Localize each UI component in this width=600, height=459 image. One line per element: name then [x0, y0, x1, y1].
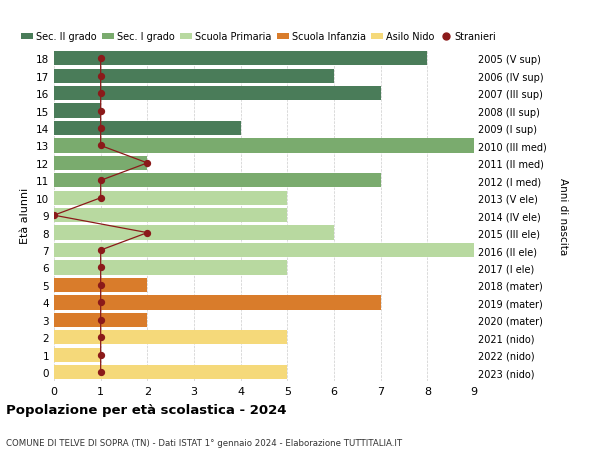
Point	[96, 195, 106, 202]
Point	[96, 282, 106, 289]
Bar	[54, 208, 287, 223]
Text: Popolazione per età scolastica - 2024: Popolazione per età scolastica - 2024	[6, 403, 287, 416]
Point	[96, 142, 106, 150]
Point	[143, 230, 152, 237]
Bar	[54, 157, 148, 171]
Bar	[54, 226, 334, 240]
Bar	[54, 313, 148, 327]
Point	[96, 125, 106, 133]
Point	[96, 73, 106, 80]
Bar	[54, 278, 148, 292]
Bar	[54, 69, 334, 84]
Y-axis label: Anni di nascita: Anni di nascita	[558, 177, 568, 254]
Bar	[54, 261, 287, 275]
Point	[96, 56, 106, 63]
Point	[96, 247, 106, 254]
Point	[96, 351, 106, 358]
Point	[96, 316, 106, 324]
Bar	[54, 139, 521, 153]
Point	[96, 90, 106, 98]
Point	[49, 212, 59, 219]
Y-axis label: Età alunni: Età alunni	[20, 188, 31, 244]
Bar	[54, 191, 287, 206]
Bar	[54, 296, 380, 310]
Point	[96, 369, 106, 376]
Bar	[54, 122, 241, 136]
Point	[143, 160, 152, 167]
Bar	[54, 174, 380, 188]
Point	[96, 108, 106, 115]
Bar	[54, 52, 427, 66]
Bar	[54, 104, 101, 118]
Bar	[54, 348, 101, 362]
Legend: Sec. II grado, Sec. I grado, Scuola Primaria, Scuola Infanzia, Asilo Nido, Stran: Sec. II grado, Sec. I grado, Scuola Prim…	[21, 32, 497, 42]
Bar	[54, 87, 380, 101]
Point	[96, 299, 106, 306]
Bar	[54, 365, 287, 380]
Bar	[54, 330, 287, 345]
Point	[96, 334, 106, 341]
Point	[96, 264, 106, 272]
Text: COMUNE DI TELVE DI SOPRA (TN) - Dati ISTAT 1° gennaio 2024 - Elaborazione TUTTIT: COMUNE DI TELVE DI SOPRA (TN) - Dati IST…	[6, 438, 402, 447]
Point	[96, 177, 106, 185]
Bar	[54, 243, 521, 257]
